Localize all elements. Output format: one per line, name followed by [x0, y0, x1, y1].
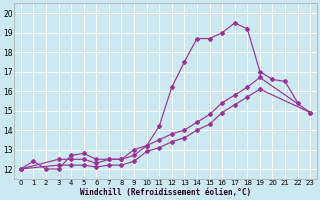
X-axis label: Windchill (Refroidissement éolien,°C): Windchill (Refroidissement éolien,°C) [80, 188, 251, 197]
